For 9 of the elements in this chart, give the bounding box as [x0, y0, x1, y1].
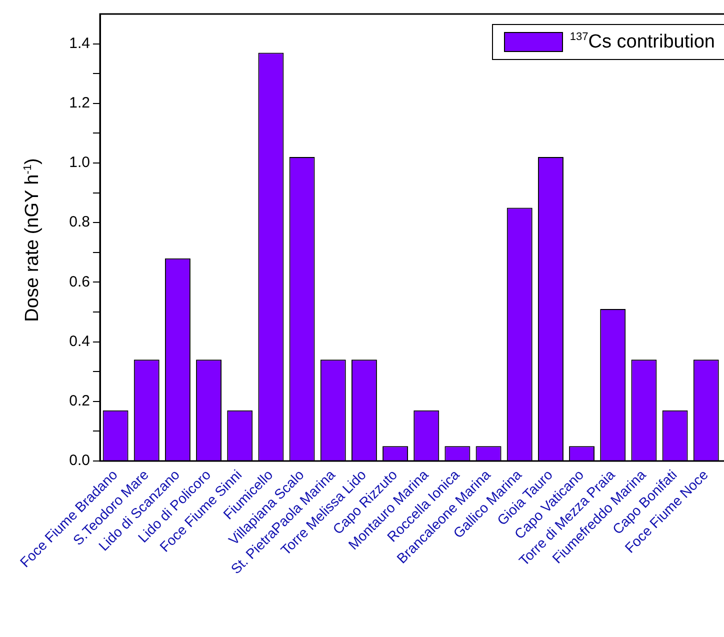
- legend-label: $^{137}$Cs contribution: [570, 31, 715, 54]
- y-tick-label: 0.8: [69, 214, 90, 231]
- y-tick-label: 1.0: [69, 154, 90, 172]
- y-tick-label: 0.0: [69, 452, 90, 470]
- y-tick-label: 0.4: [69, 332, 90, 350]
- y-tick-label: 0.2: [69, 392, 90, 410]
- y-tick-label: 0.6: [69, 273, 90, 290]
- y-tick-label: 1.2: [69, 94, 90, 112]
- y-tick-label: 1.4: [69, 34, 90, 52]
